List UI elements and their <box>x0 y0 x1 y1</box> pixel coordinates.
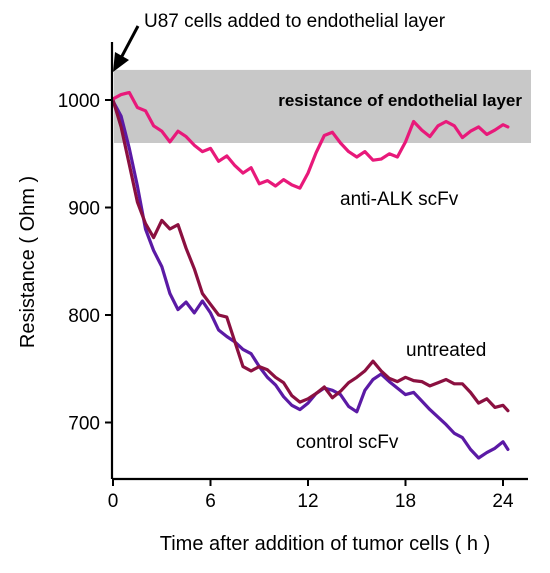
x-tick-label: 24 <box>492 491 514 512</box>
series-line-anti-alk-scfv <box>111 90 510 190</box>
annotation-arrow <box>113 25 140 72</box>
y-tick-label: 800 <box>68 306 100 327</box>
axes: 0 6 12 18 24 700 800 900 1000 <box>58 42 528 512</box>
series-label-untreated: untreated <box>406 340 486 361</box>
y-tick-label: 700 <box>68 414 100 435</box>
x-axis-title: Time after addition of tumor cells ( h ) <box>160 533 491 555</box>
arrow-head <box>113 52 129 72</box>
series-label-control-scfv: control scFv <box>296 432 399 453</box>
series-label-anti-alk-scfv: anti-ALK scFv <box>340 189 459 210</box>
y-axis-title: Resistance ( Ohm ) <box>17 176 39 348</box>
series-lines <box>111 90 510 460</box>
endothelial-band <box>114 69 531 143</box>
series-line-untreated <box>111 98 510 413</box>
annotation-text: U87 cells added to endothelial layer <box>144 11 446 32</box>
band-label: resistance of endothelial layer <box>278 91 522 110</box>
band-rect <box>114 69 531 143</box>
arrow-shaft <box>119 25 140 59</box>
x-tick-label: 12 <box>297 491 318 512</box>
y-tick-label: 1000 <box>58 91 100 112</box>
x-tick-label: 0 <box>108 491 119 512</box>
x-tick-label: 18 <box>395 491 416 512</box>
series-line-control-scfv <box>111 99 510 460</box>
y-tick-label: 900 <box>68 199 100 220</box>
x-tick-label: 6 <box>205 491 216 512</box>
